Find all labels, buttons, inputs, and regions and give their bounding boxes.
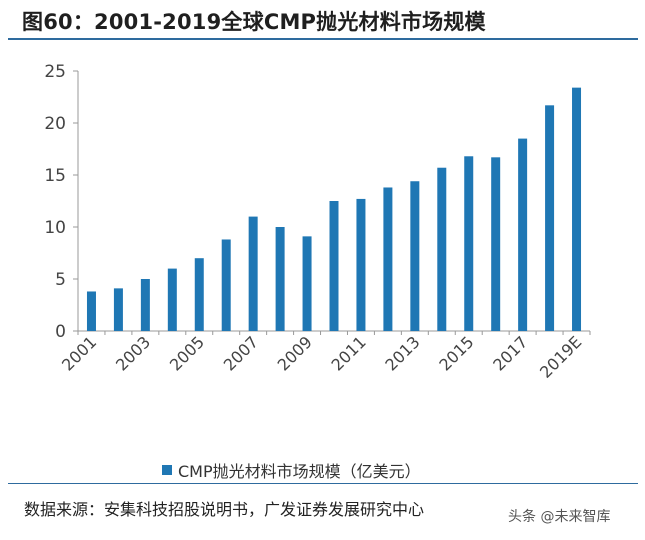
x-tick-label: 2019E (536, 332, 585, 381)
bar-2008 (275, 227, 285, 331)
legend-label: CMP抛光材料市场规模（亿美元） (178, 462, 421, 481)
watermark: 头条 @未来智库 (508, 509, 611, 525)
y-axis: 0 5 10 15 20 25 (44, 62, 79, 342)
x-tick-label: 2009 (274, 332, 316, 374)
y-tick-label: 5 (55, 270, 66, 290)
bar-2017 (518, 138, 528, 331)
y-tick-label: 10 (44, 218, 66, 238)
x-tick-label: 2013 (381, 332, 423, 374)
bar-2018 (545, 105, 555, 331)
x-tick-label: 2015 (435, 332, 477, 374)
legend-swatch (162, 465, 172, 475)
bar-chart: 0 5 10 15 20 25 2001 2003 2005 2007 2009 2011 2013 2… (0, 40, 645, 481)
y-tick-label: 15 (44, 166, 66, 186)
bar-2011 (356, 198, 366, 331)
bar-2006 (221, 239, 231, 331)
bar-2016 (491, 157, 501, 331)
x-axis: 2001 2003 2005 2007 2009 2011 2013 2015 2017 2019… (58, 330, 591, 382)
bar-2007 (248, 216, 258, 331)
bar-2015 (464, 156, 474, 331)
y-tick-label: 0 (55, 322, 66, 342)
figure-title: 图60：2001-2019全球CMP抛光材料市场规模 (22, 10, 486, 34)
x-tick-label: 2003 (112, 332, 154, 374)
bar-2014 (437, 167, 447, 331)
bar-2002 (113, 288, 123, 331)
bars (86, 87, 582, 331)
y-tick-label: 25 (44, 62, 66, 82)
x-tick-label: 2011 (328, 332, 370, 374)
bar-2010 (329, 201, 339, 331)
bar-2013 (410, 181, 420, 331)
y-tick-label: 20 (44, 114, 66, 134)
x-tick-label: 2007 (220, 332, 262, 374)
bar-2004 (167, 268, 177, 331)
bar-2001 (86, 291, 96, 331)
bar-2012 (383, 187, 393, 331)
bar-2009 (302, 236, 312, 331)
legend: CMP抛光材料市场规模（亿美元） (162, 458, 421, 482)
x-tick-label: 2017 (489, 332, 531, 374)
source-rule (8, 483, 638, 484)
x-tick-label: 2005 (166, 332, 208, 374)
bar-2005 (194, 258, 204, 331)
title-rule (8, 38, 638, 40)
bar-2003 (140, 279, 150, 331)
source-note: 数据来源：安集科技招股说明书，广发证券发展研究中心 (24, 500, 425, 519)
bar-2019E (572, 87, 582, 331)
